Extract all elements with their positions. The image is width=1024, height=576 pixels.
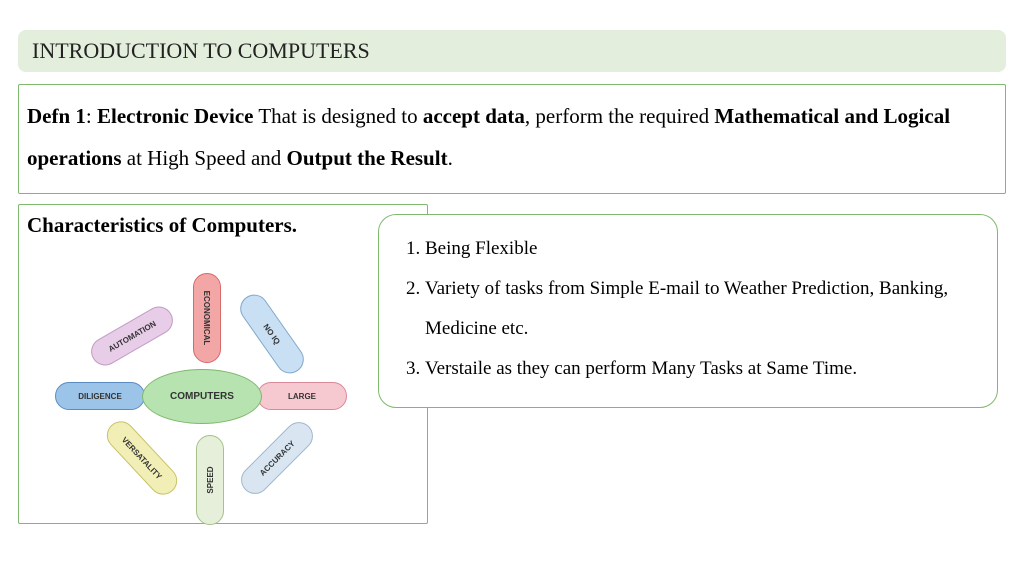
callout-box: Being FlexibleVariety of tasks from Simp… [378, 214, 998, 408]
mindmap-diagram: ECONOMICALNO IQLARGEACCURACYSPEEDVERSATA… [27, 244, 387, 504]
definition-box: Defn 1: Electronic Device That is design… [18, 84, 1006, 194]
defn-label: Defn 1 [27, 104, 86, 128]
lower-region: Characteristics of Computers. ECONOMICAL… [18, 204, 1006, 524]
mindmap-petal: ACCURACY [235, 416, 318, 499]
characteristics-heading: Characteristics of Computers. [27, 213, 419, 238]
hub-label: COMPUTERS [170, 391, 234, 402]
defn-t3: at High Speed and [122, 146, 287, 170]
defn-t1: That is designed to [253, 104, 422, 128]
callout-item: Being Flexible [425, 229, 979, 269]
mindmap-petal: SPEED [196, 435, 224, 525]
mindmap-petal: LARGE [257, 382, 347, 410]
mindmap-hub: COMPUTERS [142, 369, 262, 424]
page-title: INTRODUCTION TO COMPUTERS [32, 38, 370, 63]
characteristics-box: Characteristics of Computers. ECONOMICAL… [18, 204, 428, 524]
defn-t2: , perform the required [525, 104, 715, 128]
mindmap-petal: VERSATALITY [101, 416, 183, 501]
callout-item: Verstaile as they can perform Many Tasks… [425, 349, 979, 389]
definition-text: Defn 1: Electronic Device That is design… [27, 104, 950, 170]
mindmap-petal: NO IQ [235, 289, 310, 379]
defn-t4: . [448, 146, 453, 170]
mindmap-petal: AUTOMATION [86, 301, 178, 370]
callout-item: Variety of tasks from Simple E-mail to W… [425, 269, 979, 349]
mindmap-petal: DILIGENCE [55, 382, 145, 410]
page-title-bar: INTRODUCTION TO COMPUTERS [18, 30, 1006, 72]
mindmap-petal: ECONOMICAL [193, 273, 221, 363]
callout-list: Being FlexibleVariety of tasks from Simp… [397, 229, 979, 389]
defn-bold-4: Output the Result [287, 146, 448, 170]
defn-bold-1: Electronic Device [97, 104, 253, 128]
defn-bold-2: accept data [423, 104, 525, 128]
